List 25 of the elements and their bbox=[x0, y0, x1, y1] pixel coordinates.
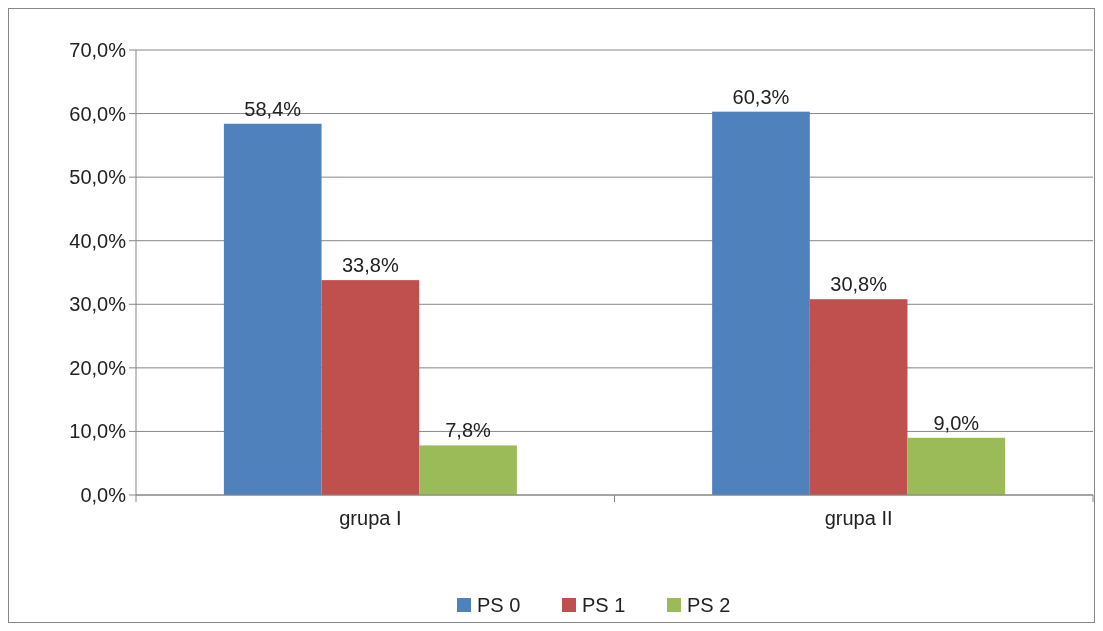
y-tick-label: 50,0% bbox=[69, 166, 127, 189]
x-tick-label: grupa II bbox=[824, 507, 893, 529]
data-label: 33,8% bbox=[342, 254, 399, 277]
legend-label: PS 1 bbox=[582, 594, 626, 616]
bar bbox=[712, 111, 810, 495]
y-tick-label: 20,0% bbox=[69, 356, 127, 379]
data-label: 60,3% bbox=[732, 85, 790, 108]
data-label: 9,0% bbox=[933, 411, 980, 434]
bar bbox=[223, 123, 322, 495]
legend-label: PS 0 bbox=[477, 594, 521, 616]
legend-label: PS 2 bbox=[687, 594, 731, 616]
y-tick-label: 10,0% bbox=[69, 420, 127, 443]
bar bbox=[907, 437, 1006, 495]
data-label: 58,4% bbox=[244, 97, 302, 120]
y-tick-label: 30,0% bbox=[69, 293, 127, 316]
x-tick-label: grupa I bbox=[339, 507, 402, 529]
bar bbox=[321, 280, 420, 495]
data-label: 30,8% bbox=[830, 273, 888, 296]
y-tick-label: 0,0% bbox=[80, 484, 127, 506]
y-tick-label: 60,0% bbox=[69, 102, 127, 125]
data-label: 7,8% bbox=[445, 419, 492, 442]
bar bbox=[809, 299, 908, 495]
bar bbox=[419, 445, 517, 495]
y-tick-label: 70,0% bbox=[69, 39, 127, 61]
y-tick-label: 40,0% bbox=[69, 229, 127, 252]
